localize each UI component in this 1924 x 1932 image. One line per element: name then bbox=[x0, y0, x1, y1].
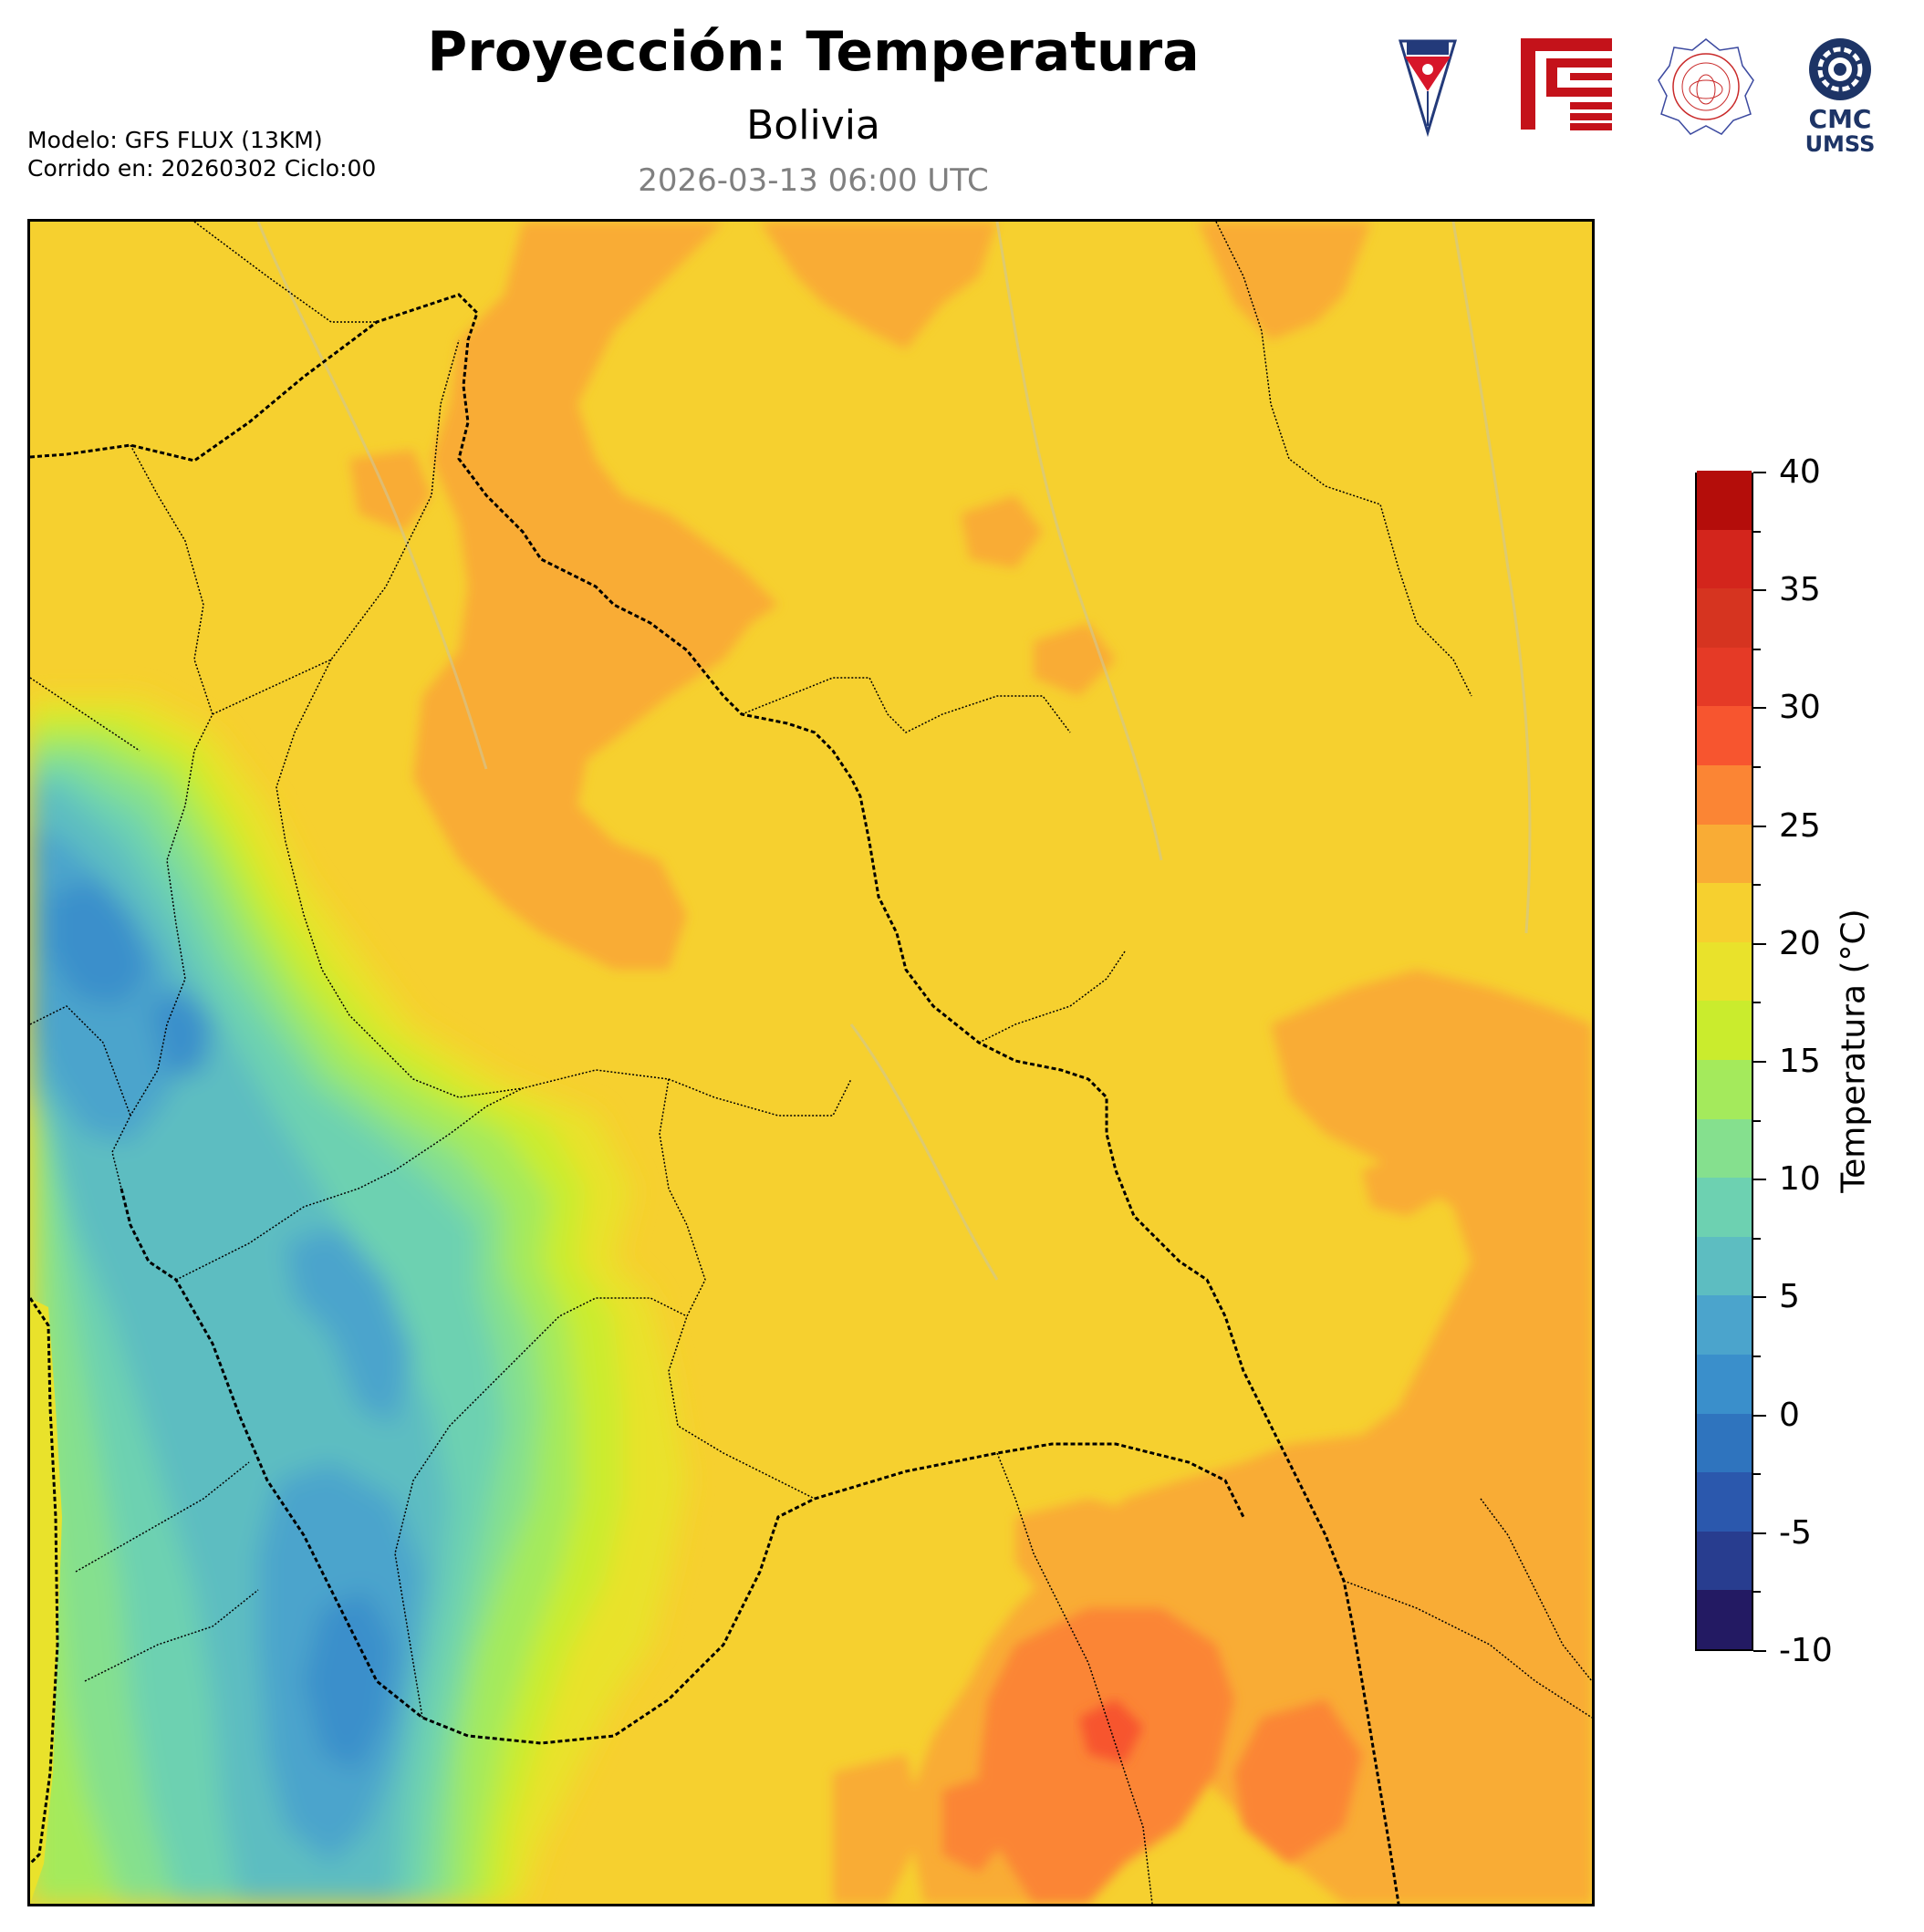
colorbar-minor-tick bbox=[1753, 530, 1761, 533]
colorbar-segment bbox=[1697, 1589, 1752, 1649]
colorbar-tick-label: 40 bbox=[1779, 453, 1821, 491]
colorbar-major-tick bbox=[1753, 589, 1766, 592]
colorbar-major-tick bbox=[1753, 1179, 1766, 1181]
colorbar-segment bbox=[1697, 587, 1752, 648]
colorbar-major-tick bbox=[1753, 707, 1766, 710]
colorbar-tick-label: 15 bbox=[1779, 1043, 1821, 1080]
forecast-date: 2026-03-13 06:00 UTC bbox=[638, 162, 989, 199]
colorbar-minor-tick bbox=[1753, 766, 1761, 768]
departamento-fisica-seal bbox=[1656, 36, 1756, 140]
region-subtitle: Bolivia bbox=[746, 102, 880, 149]
colorbar-segment bbox=[1697, 1236, 1752, 1296]
colorbar-segment bbox=[1697, 882, 1752, 942]
colorbar-tick-label: 30 bbox=[1779, 689, 1821, 727]
svg-text:UMSS: UMSS bbox=[1805, 131, 1876, 155]
colorbar-segment bbox=[1697, 1177, 1752, 1237]
model-line: Modelo: GFS FLUX (13KM) bbox=[27, 127, 323, 153]
colorbar-minor-tick bbox=[1753, 884, 1761, 887]
colorbar-tick-label: -10 bbox=[1779, 1632, 1833, 1669]
model-info: Modelo: GFS FLUX (13KM) Corrido en: 2026… bbox=[27, 126, 376, 182]
colorbar-segment bbox=[1697, 1413, 1752, 1473]
colorbar-major-tick bbox=[1753, 825, 1766, 827]
colorbar-tick-label: 10 bbox=[1779, 1160, 1821, 1199]
colorbar-segment bbox=[1697, 1059, 1752, 1119]
colorbar-minor-tick bbox=[1753, 1237, 1761, 1240]
colorbar-segment bbox=[1697, 941, 1752, 1002]
colorbar-minor-tick bbox=[1753, 648, 1761, 650]
temperature-field bbox=[30, 222, 1592, 1904]
colorbar-major-tick bbox=[1753, 1061, 1766, 1063]
colorbar-minor-tick bbox=[1753, 1473, 1761, 1476]
cmc-umss-logo: CMC UMSS bbox=[1797, 36, 1884, 159]
colorbar-segment bbox=[1697, 705, 1752, 765]
colorbar-minor-tick bbox=[1753, 1591, 1761, 1594]
colorbar-segment bbox=[1697, 1294, 1752, 1355]
colorbar-segment bbox=[1697, 529, 1752, 589]
colorbar-major-tick bbox=[1753, 1650, 1766, 1652]
chart-title: Proyección: Temperatura bbox=[427, 20, 1200, 84]
colorbar-major-tick bbox=[1753, 942, 1766, 945]
svg-text:CMC: CMC bbox=[1809, 104, 1872, 134]
temperature-map bbox=[27, 219, 1595, 1906]
colorbar-segment bbox=[1697, 470, 1752, 530]
colorbar-tick-label: 5 bbox=[1779, 1278, 1800, 1316]
colorbar-segment bbox=[1697, 1354, 1752, 1414]
colorbar-minor-tick bbox=[1753, 1119, 1761, 1122]
colorbar-major-tick bbox=[1753, 1414, 1766, 1417]
colorbar-minor-tick bbox=[1753, 1356, 1761, 1357]
colorbar-tick-label: 20 bbox=[1779, 924, 1821, 962]
fcyt-logo bbox=[1519, 36, 1615, 136]
colorbar-tick-label: -5 bbox=[1779, 1513, 1812, 1552]
colorbar-segment bbox=[1697, 647, 1752, 707]
logo-strip: CMC UMSS bbox=[1396, 36, 1907, 157]
colorbar-tick-label: 35 bbox=[1779, 571, 1821, 609]
colorbar-segment bbox=[1697, 1118, 1752, 1179]
colorbar-major-tick bbox=[1753, 1296, 1766, 1299]
colorbar-segment bbox=[1697, 824, 1752, 884]
umss-shield-logo bbox=[1396, 36, 1460, 140]
colorbar-segment bbox=[1697, 1471, 1752, 1532]
colorbar-minor-tick bbox=[1753, 1002, 1761, 1004]
colorbar-tick-label: 25 bbox=[1779, 806, 1821, 845]
colorbar-major-tick bbox=[1753, 1532, 1766, 1534]
colorbar-segment bbox=[1697, 1531, 1752, 1591]
colorbar-title: Temperatura (°C) bbox=[1835, 909, 1873, 1193]
colorbar-segment bbox=[1697, 1000, 1752, 1060]
colorbar bbox=[1695, 470, 1753, 1651]
colorbar-tick-label: 0 bbox=[1779, 1396, 1800, 1434]
colorbar-segment bbox=[1697, 764, 1752, 825]
colorbar-major-tick bbox=[1753, 472, 1766, 473]
run-line: Corrido en: 20260302 Ciclo:00 bbox=[27, 155, 377, 182]
